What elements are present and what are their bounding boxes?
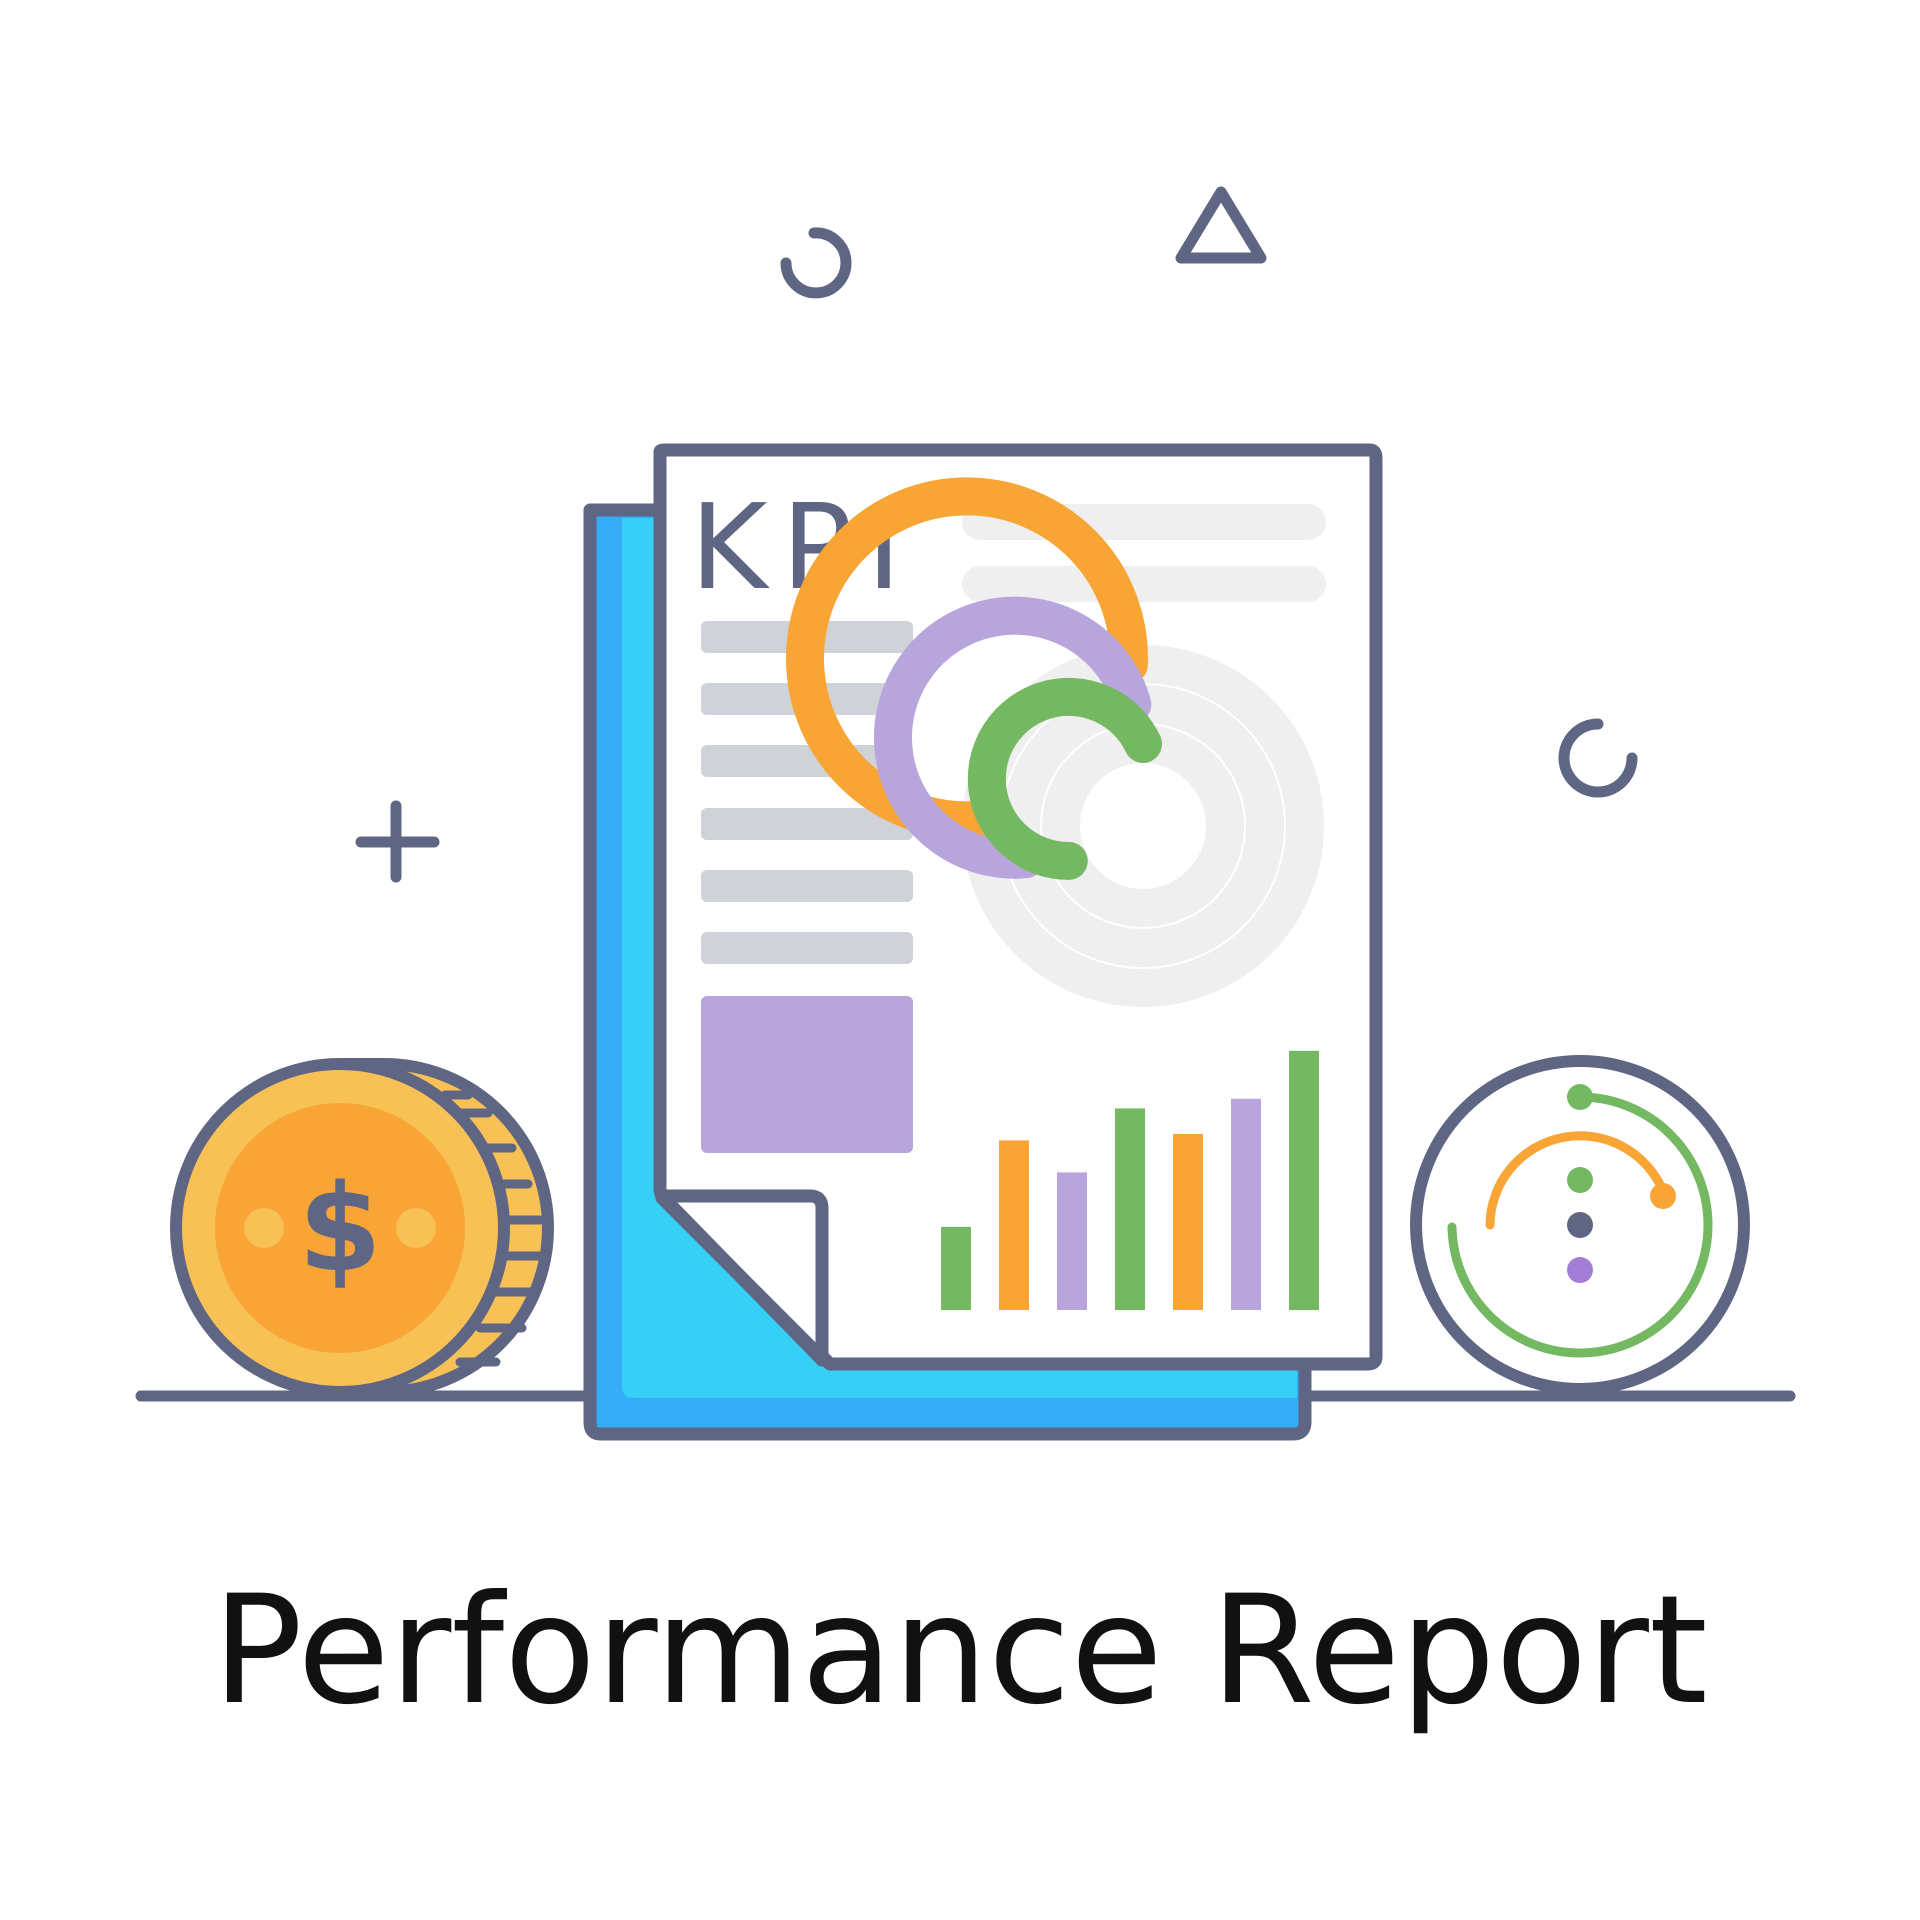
bar-1 (941, 1226, 971, 1310)
donut-ring-2 (873, 596, 1152, 879)
dollar-symbol: $ (298, 1160, 382, 1299)
report-page: KPI (653, 443, 1383, 1371)
bar-3 (1057, 1172, 1087, 1310)
ring-icon (1558, 718, 1638, 798)
donut-ring-1 (786, 477, 1148, 840)
ring-icon (780, 227, 852, 299)
triangle-icon (1175, 186, 1267, 264)
donut-chart-icon (786, 477, 1324, 1007)
bar-7 (1289, 1050, 1319, 1310)
bar-2 (999, 1140, 1029, 1310)
bar-4 (1115, 1108, 1145, 1310)
donut-ring-3 (967, 677, 1162, 880)
plus-icon (355, 800, 440, 883)
bar-5 (1173, 1134, 1203, 1310)
bar-6 (1231, 1098, 1261, 1310)
content-block (701, 996, 913, 1153)
gauge-icon (1410, 1055, 1750, 1395)
bar-chart-icon (941, 1050, 1319, 1310)
dollar-coin-icon: $ (170, 1058, 554, 1398)
caption-title: Performance Report (212, 1564, 1707, 1738)
